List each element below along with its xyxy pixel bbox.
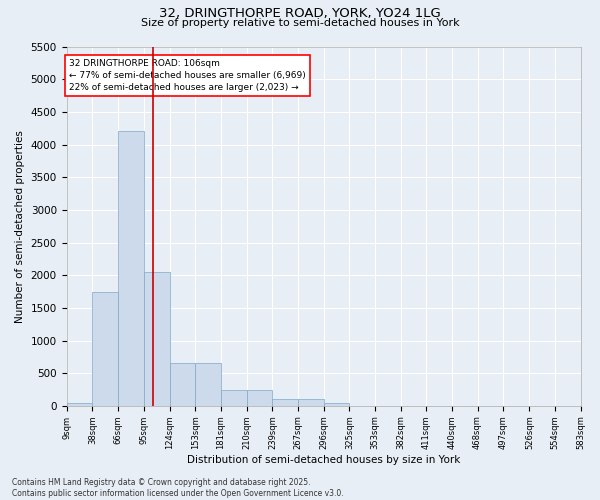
Text: Contains HM Land Registry data © Crown copyright and database right 2025.
Contai: Contains HM Land Registry data © Crown c…	[12, 478, 344, 498]
Text: 32 DRINGTHORPE ROAD: 106sqm
← 77% of semi-detached houses are smaller (6,969)
22: 32 DRINGTHORPE ROAD: 106sqm ← 77% of sem…	[69, 59, 306, 92]
Bar	[118, 132, 143, 406]
Bar	[298, 400, 323, 406]
Text: Size of property relative to semi-detached houses in York: Size of property relative to semi-detach…	[140, 18, 460, 28]
Bar	[67, 402, 92, 406]
Bar	[323, 402, 349, 406]
Bar	[92, 292, 118, 406]
Bar	[143, 272, 170, 406]
Bar	[272, 400, 298, 406]
Bar	[196, 364, 221, 406]
Bar	[221, 390, 247, 406]
Bar	[247, 390, 272, 406]
X-axis label: Distribution of semi-detached houses by size in York: Distribution of semi-detached houses by …	[187, 455, 460, 465]
Bar	[170, 364, 196, 406]
Text: 32, DRINGTHORPE ROAD, YORK, YO24 1LG: 32, DRINGTHORPE ROAD, YORK, YO24 1LG	[159, 8, 441, 20]
Y-axis label: Number of semi-detached properties: Number of semi-detached properties	[15, 130, 25, 322]
